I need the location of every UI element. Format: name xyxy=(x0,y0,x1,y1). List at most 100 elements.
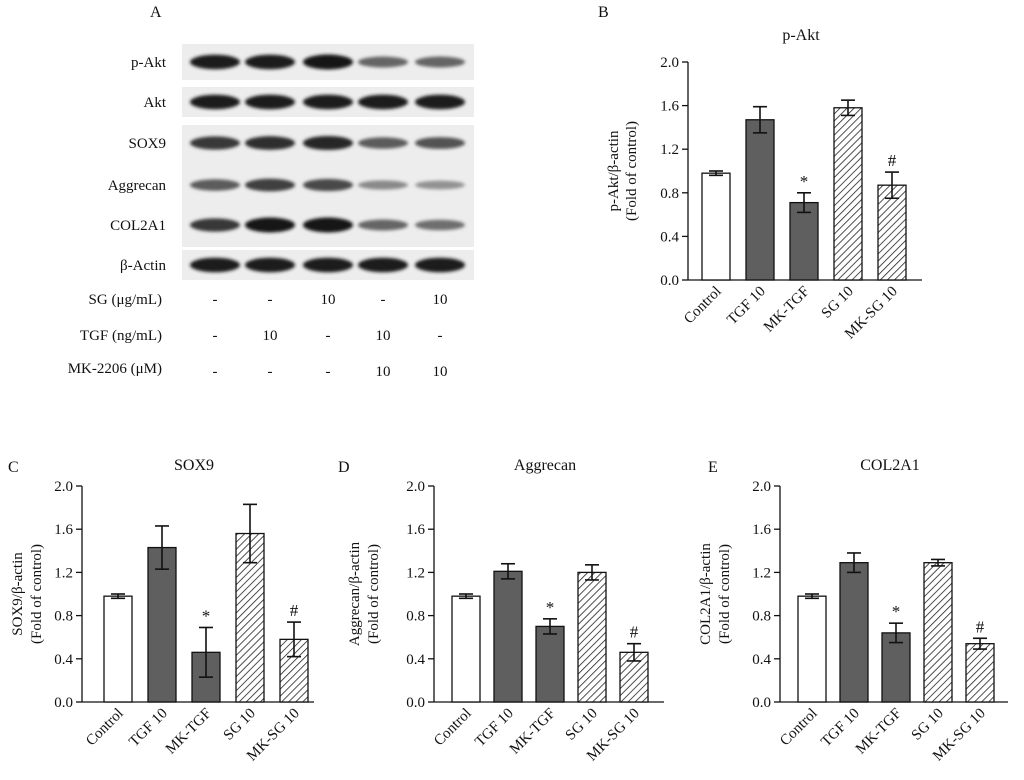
blot-band xyxy=(303,94,353,110)
bar xyxy=(535,625,565,703)
y-tick-label: 0.8 xyxy=(660,186,679,202)
bar xyxy=(797,595,827,703)
y-tick-label: 0.4 xyxy=(752,652,771,668)
x-tick-label: Control xyxy=(83,706,127,750)
bar xyxy=(833,107,863,281)
blot-band xyxy=(190,54,240,70)
panel-letter-a: A xyxy=(150,4,162,21)
y-tick-label: 1.2 xyxy=(54,565,73,581)
blot-band xyxy=(415,257,465,273)
bar xyxy=(147,546,177,703)
y-axis-label: (Fold of control) xyxy=(717,544,733,644)
blot-row: COL2A1 xyxy=(110,203,474,247)
treatment-value: - xyxy=(268,292,273,308)
blot-band xyxy=(245,94,295,110)
y-tick-label: 0.4 xyxy=(54,652,73,668)
blot-band xyxy=(303,178,353,192)
significance-mark: # xyxy=(290,601,299,620)
bar xyxy=(103,595,133,703)
y-tick-label: 1.6 xyxy=(54,522,73,538)
x-tick-label: MK-TGF xyxy=(853,706,905,758)
treatment-label: SG (μg/mL) xyxy=(89,292,162,308)
treatment-row: MK-2206 (μM) - - - 10 10 xyxy=(68,361,448,380)
x-tick-label: MK-TGF xyxy=(507,706,559,758)
y-tick-label: 1.2 xyxy=(752,565,771,581)
blot-band xyxy=(245,54,295,70)
significance-mark: # xyxy=(976,617,985,636)
x-tick-label: MK-TGF xyxy=(163,706,215,758)
x-tick-label: TGF 10 xyxy=(724,284,769,329)
blot-band xyxy=(303,135,353,151)
bar xyxy=(965,643,995,703)
blot-row-label: p-Akt xyxy=(131,55,167,71)
y-tick-label: 1.2 xyxy=(660,142,679,158)
panel-letter: B xyxy=(598,4,609,21)
blot-band xyxy=(190,257,240,273)
blot-band xyxy=(415,56,465,68)
blot-row: β-Actin xyxy=(120,250,474,280)
treatment-value: 10 xyxy=(376,364,391,380)
treatment-value: 10 xyxy=(321,292,336,308)
bar xyxy=(701,172,731,281)
y-tick-label: 1.6 xyxy=(660,99,679,115)
blot-row: SOX9 xyxy=(128,125,474,161)
bar xyxy=(923,562,953,703)
y-tick-label: 0.0 xyxy=(752,695,771,711)
x-tick-label: Control xyxy=(431,706,475,750)
panel-letter: D xyxy=(338,459,350,476)
blot-band xyxy=(358,180,408,190)
bar xyxy=(745,119,775,281)
blot-row: p-Akt xyxy=(131,44,474,80)
blot-band xyxy=(303,217,353,233)
x-tick-label: Control xyxy=(777,706,821,750)
blot-band xyxy=(415,137,465,149)
y-tick-label: 1.6 xyxy=(406,522,425,538)
blot-band xyxy=(358,94,408,110)
blot-row-label: SOX9 xyxy=(128,136,166,152)
panel-letter: E xyxy=(708,459,718,476)
blot-band xyxy=(415,180,465,190)
y-tick-label: 1.6 xyxy=(752,522,771,538)
y-axis-label: (Fold of control) xyxy=(624,121,640,221)
chart-title: SOX9 xyxy=(174,457,214,474)
bar xyxy=(839,562,869,703)
y-axis-label: (Fold of control) xyxy=(29,544,45,644)
y-axis-label: Aggrecan/β-actin xyxy=(347,541,363,646)
x-tick-label: TGF 10 xyxy=(126,706,171,751)
chart-panel-e: E COL2A1 COL2A1/β-actin (Fold of control) 0.… xyxy=(698,457,1008,764)
treatment-label: MK-2206 (μM) xyxy=(68,361,162,377)
treatment-value: - xyxy=(438,328,443,344)
y-tick-label: 0.4 xyxy=(660,229,679,245)
treatment-value: 10 xyxy=(376,328,391,344)
blot-band xyxy=(358,219,408,231)
significance-mark: # xyxy=(888,151,897,170)
y-tick-label: 0.8 xyxy=(406,609,425,625)
treatment-row: TGF (ng/mL) - 10 - 10 - xyxy=(80,328,443,344)
y-tick-label: 0.8 xyxy=(752,609,771,625)
blot-panel: A p-Akt Akt SOX9 Aggrecan COL2A1 β-Actin SG (… xyxy=(68,4,474,380)
blot-row-label: β-Actin xyxy=(120,258,166,274)
x-tick-label: Control xyxy=(681,284,725,328)
y-tick-label: 2.0 xyxy=(54,479,73,495)
significance-mark: * xyxy=(546,598,555,617)
y-axis-label: SOX9/β-actin xyxy=(10,552,26,636)
blot-band xyxy=(245,257,295,273)
bar xyxy=(451,595,481,703)
x-tick-label: SG 10 xyxy=(221,706,259,744)
bar xyxy=(789,201,819,281)
blot-band xyxy=(245,178,295,192)
blot-band xyxy=(358,137,408,149)
significance-mark: * xyxy=(202,606,211,625)
y-tick-label: 0.0 xyxy=(406,695,425,711)
treatment-value: 10 xyxy=(433,292,448,308)
blot-row: Aggrecan xyxy=(108,161,474,209)
bar xyxy=(577,571,607,703)
treatment-value: 10 xyxy=(263,328,278,344)
y-axis-label: p-Akt/β-actin xyxy=(606,130,622,211)
blot-band xyxy=(190,94,240,110)
treatment-value: - xyxy=(326,328,331,344)
y-tick-label: 1.2 xyxy=(406,565,425,581)
bar xyxy=(877,184,907,281)
panel-letter: C xyxy=(8,459,19,476)
